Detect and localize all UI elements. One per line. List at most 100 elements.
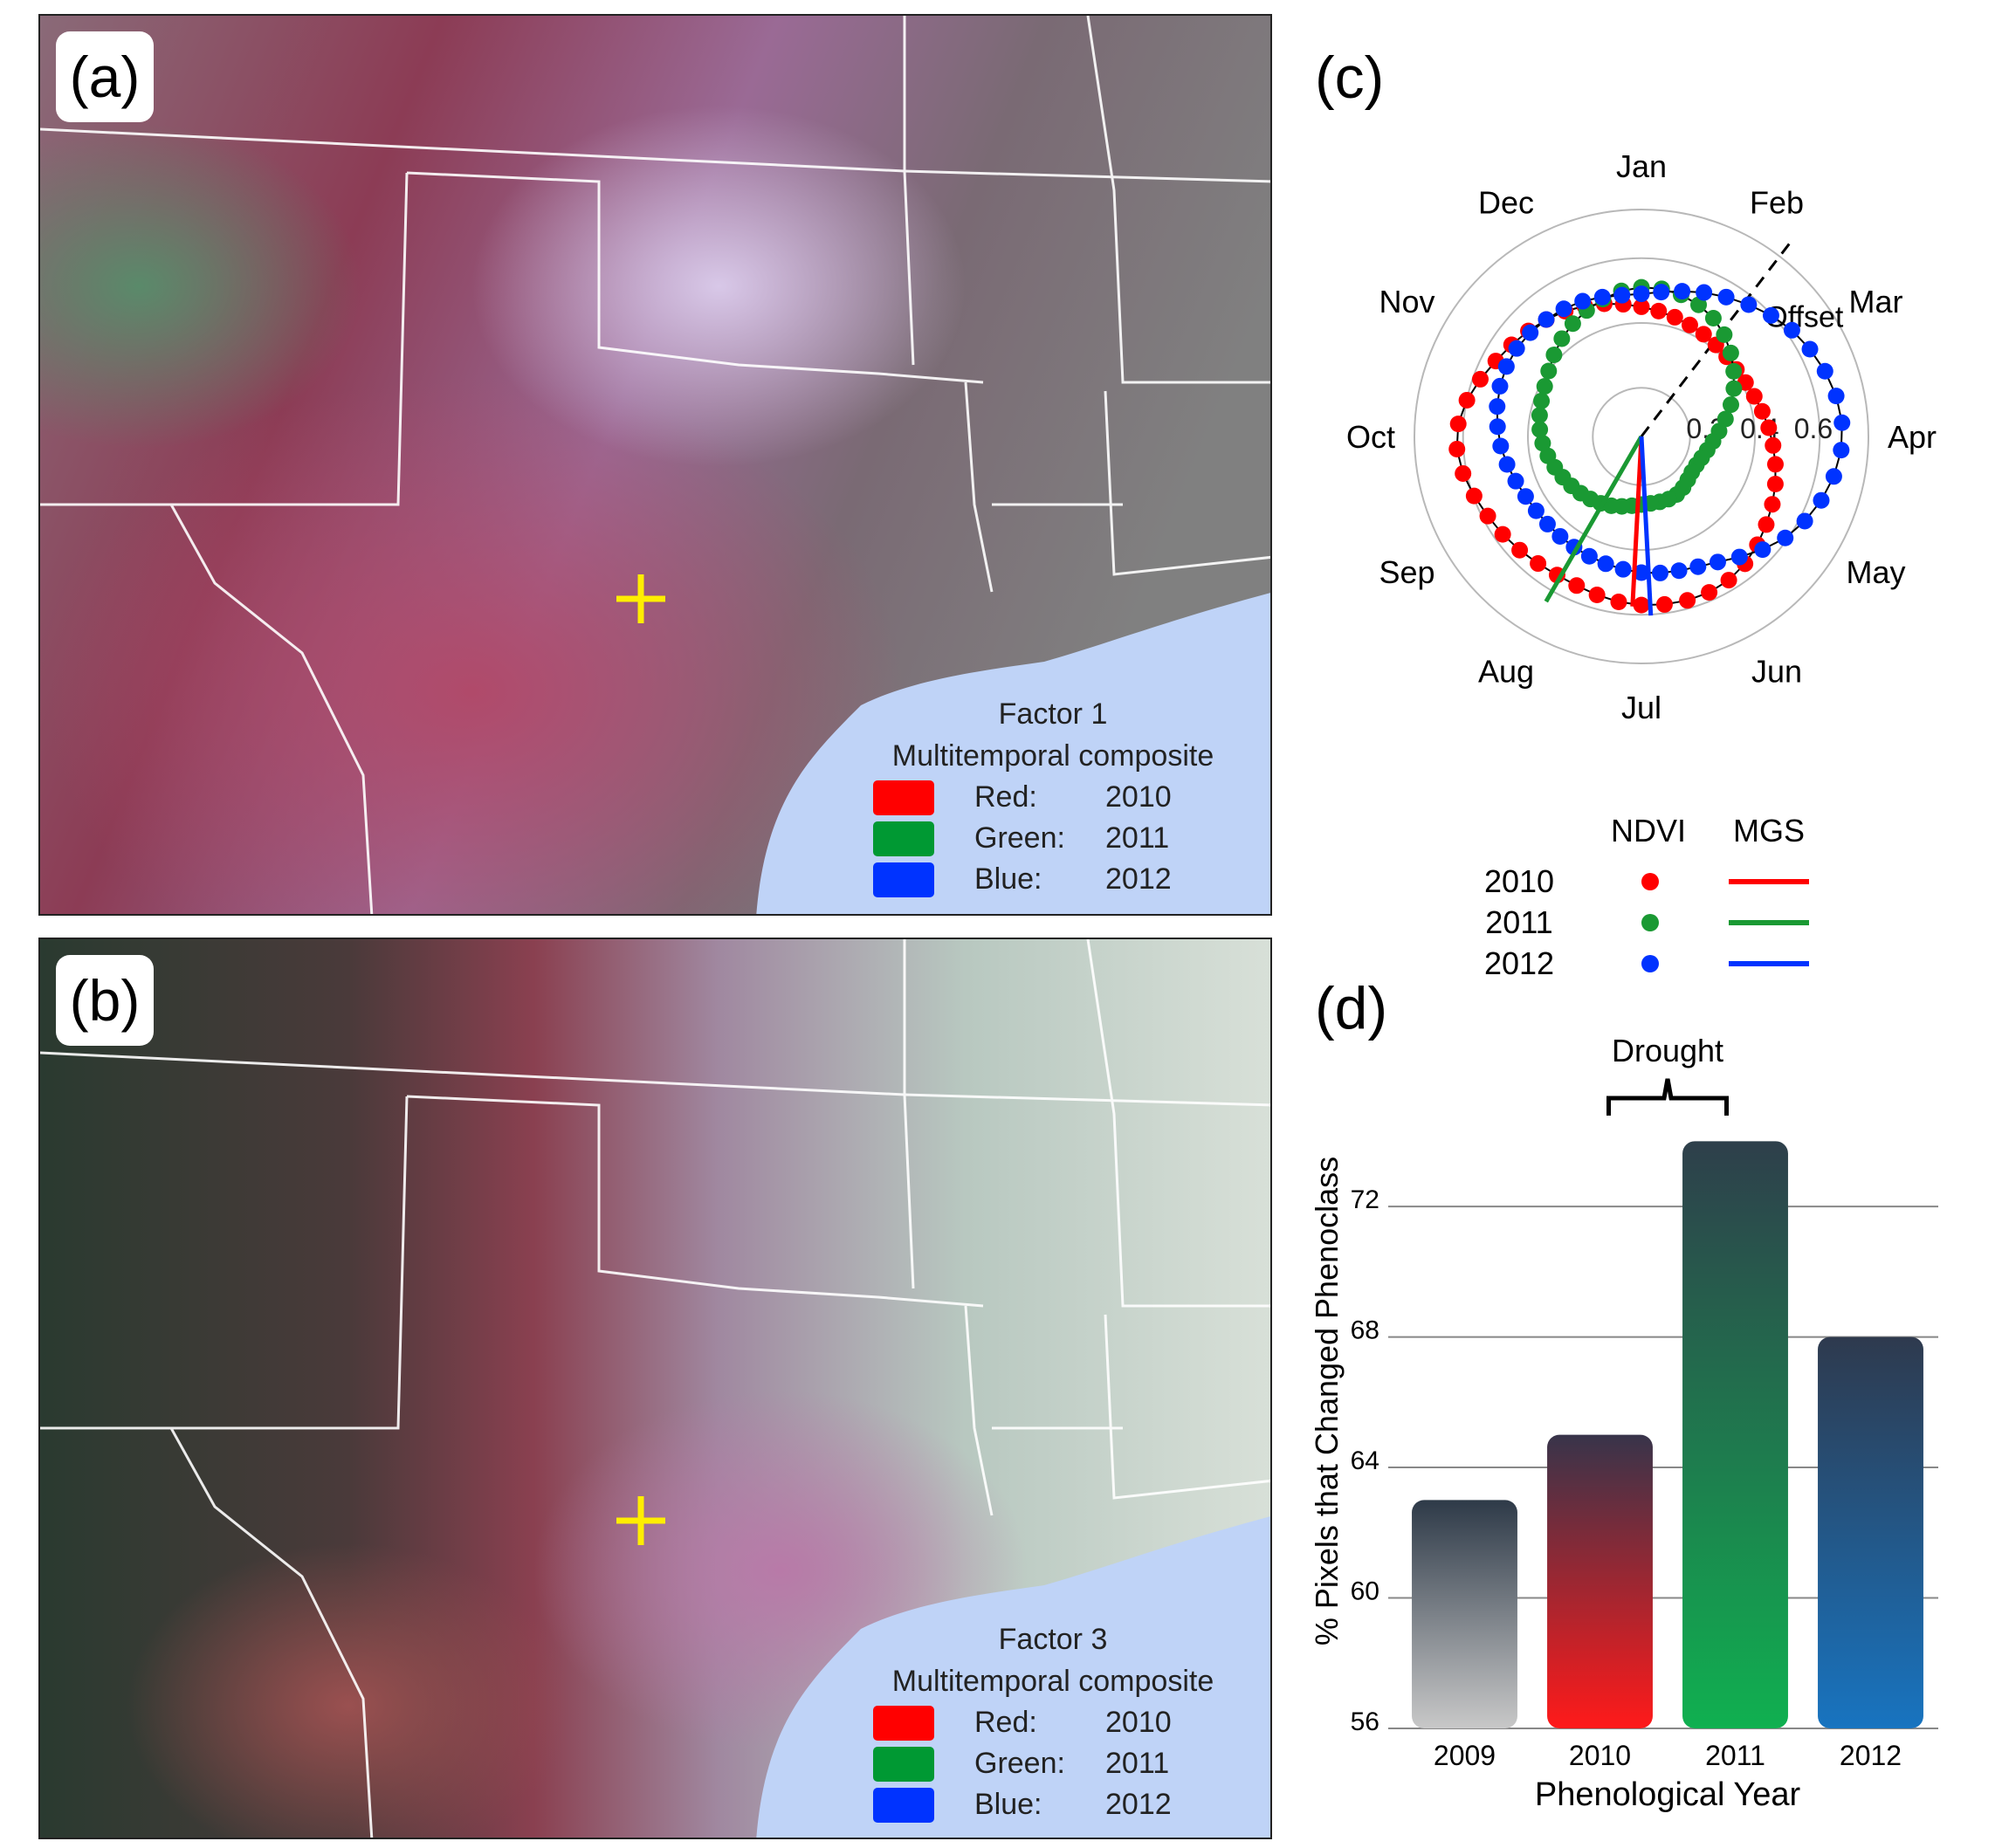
legend-subtitle: Multitemporal composite <box>891 1665 1214 1698</box>
ndvi-point-2010 <box>1448 440 1466 457</box>
ndvi-point-2012 <box>1489 418 1506 436</box>
ndvi-point-2012 <box>1517 488 1534 505</box>
legend-year: 2010 <box>1105 780 1172 814</box>
ndvi-point-2012 <box>1555 300 1572 318</box>
ndvi-point-2011 <box>1725 380 1743 397</box>
polar-month-label: Jan <box>1616 148 1667 184</box>
ndvi-point-2010 <box>1633 298 1650 315</box>
state-borders <box>40 939 1270 1838</box>
bar-y-tick-label: 56 <box>1351 1707 1379 1736</box>
polar-chart: 0.2 0.4 0.6JanFebMarAprMayJunJulAugSepOctN… <box>1346 148 1937 725</box>
bar-y-tick-label: 72 <box>1351 1185 1379 1214</box>
legend-year-label: 2010 <box>1484 863 1554 899</box>
ndvi-point-2010 <box>1650 302 1668 319</box>
ndvi-point-2012 <box>1816 362 1833 380</box>
polar-month-label: Mar <box>1848 284 1902 319</box>
ndvi-point-2012 <box>1717 288 1735 306</box>
ndvi-point-2012 <box>1833 414 1851 431</box>
ndvi-point-2010 <box>1764 496 1781 513</box>
ndvi-point-2010 <box>1633 596 1650 614</box>
legend-channel: Red: <box>974 780 1037 814</box>
ndvi-point-2011 <box>1534 435 1551 452</box>
polar-grid-ring-1 <box>1527 322 1756 551</box>
legend-channel: Blue: <box>974 1788 1042 1821</box>
mgs-line-2011 <box>1544 435 1644 603</box>
ndvi-point-2012 <box>1777 529 1794 546</box>
ndvi-point-2012 <box>1538 311 1555 328</box>
legend-year: 2011 <box>1105 821 1170 855</box>
legend-swatch-blue <box>873 862 934 897</box>
ndvi-point-2011 <box>1545 347 1563 364</box>
bar-y-axis-title: % Pixels that Changed Phenoclass <box>1309 1157 1345 1645</box>
legend-channel: Red: <box>974 1706 1037 1739</box>
ndvi-point-2011 <box>1533 392 1551 409</box>
legend-row-red: Red: 2010 <box>861 1702 1245 1743</box>
ndvi-point-2012 <box>1709 553 1726 571</box>
polar-grid-ring-0 <box>1592 387 1691 486</box>
ndvi-point-2012 <box>1597 555 1614 573</box>
panel-label-a: (a) <box>56 31 154 122</box>
ndvi-point-2010 <box>1745 388 1763 405</box>
ndvi-point-2012 <box>1527 502 1544 519</box>
legend-title: Factor 1 <box>998 697 1108 731</box>
polar-month-label: Sep <box>1379 554 1435 590</box>
panel-label-b: (b) <box>56 955 154 1046</box>
legend-header-ndvi: NDVI <box>1611 813 1686 848</box>
polar-month-label: Oct <box>1346 419 1395 455</box>
panel-label-d: (d) <box>1315 975 1388 1041</box>
legend-header-mgs: MGS <box>1733 813 1805 848</box>
ndvi-point-2010 <box>1679 592 1696 609</box>
ndvi-point-2012 <box>1613 286 1631 304</box>
legend-row-green: Green: 2011 <box>861 1743 1245 1784</box>
ndvi-point-2010 <box>1666 308 1683 326</box>
legend-ndvi-marker-2012 <box>1641 955 1659 972</box>
polar-month-label: Dec <box>1478 185 1534 221</box>
ndvi-point-2012 <box>1497 358 1515 375</box>
ndvi-point-2010 <box>1753 402 1771 420</box>
ndvi-point-2010 <box>1695 326 1712 343</box>
bar-y-tick-label: 60 <box>1351 1577 1379 1606</box>
ndvi-point-2010 <box>1765 436 1782 454</box>
polar-month-label: Feb <box>1750 185 1804 221</box>
mgs-line-2012 <box>1639 436 1654 616</box>
ndvi-point-2012 <box>1633 285 1650 303</box>
ndvi-point-2010 <box>1766 476 1784 493</box>
ndvi-point-2010 <box>1479 507 1496 525</box>
ndvi-point-2010 <box>1458 391 1476 409</box>
legend-swatch-green <box>873 1746 934 1782</box>
legend-row-red: Red: 2010 <box>861 777 1245 818</box>
bar-x-tick-label: 2012 <box>1840 1740 1902 1771</box>
map-legend-b: Factor 3 Multitemporal composite Red: 20… <box>861 1618 1245 1825</box>
ndvi-point-2012 <box>1653 284 1670 301</box>
ndvi-point-2012 <box>1689 558 1707 575</box>
state-borders <box>40 16 1270 914</box>
bar-x-axis-title: Phenological Year <box>1535 1776 1801 1813</box>
legend-swatch-green <box>873 821 934 856</box>
ndvi-point-2012 <box>1813 491 1830 509</box>
legend-year-label: 2012 <box>1484 945 1554 978</box>
ndvi-point-2011 <box>1553 330 1571 347</box>
ndvi-point-2011 <box>1704 309 1722 326</box>
polar-tick-label: 0.6 <box>1794 413 1833 444</box>
polar-month-label: Nov <box>1379 284 1435 319</box>
legend-channel: Blue: <box>974 862 1042 896</box>
ndvi-point-2012 <box>1730 548 1748 566</box>
panel-label-c: (c) <box>1315 45 1385 111</box>
polar-month-label: Jul <box>1621 690 1661 725</box>
polar-month-label: Apr <box>1888 419 1937 455</box>
ndvi-point-2010 <box>1530 555 1547 573</box>
ndvi-point-2012 <box>1670 562 1688 580</box>
ndvi-point-2012 <box>1574 292 1592 310</box>
legend-year: 2012 <box>1105 1788 1172 1821</box>
polar-grid-ring-2 <box>1462 257 1821 616</box>
legend-ndvi-marker-2010 <box>1641 873 1659 890</box>
ndvi-point-2011 <box>1539 447 1557 464</box>
ndvi-point-2012 <box>1491 377 1509 395</box>
bar-2009 <box>1412 1500 1517 1728</box>
ndvi-point-2010 <box>1449 416 1467 433</box>
legend-year: 2010 <box>1105 1706 1172 1739</box>
legend-swatch-blue <box>873 1787 934 1823</box>
ndvi-point-2010 <box>1494 526 1511 543</box>
legend-channel: Green: <box>974 821 1065 855</box>
ndvi-point-2010 <box>1681 316 1698 333</box>
